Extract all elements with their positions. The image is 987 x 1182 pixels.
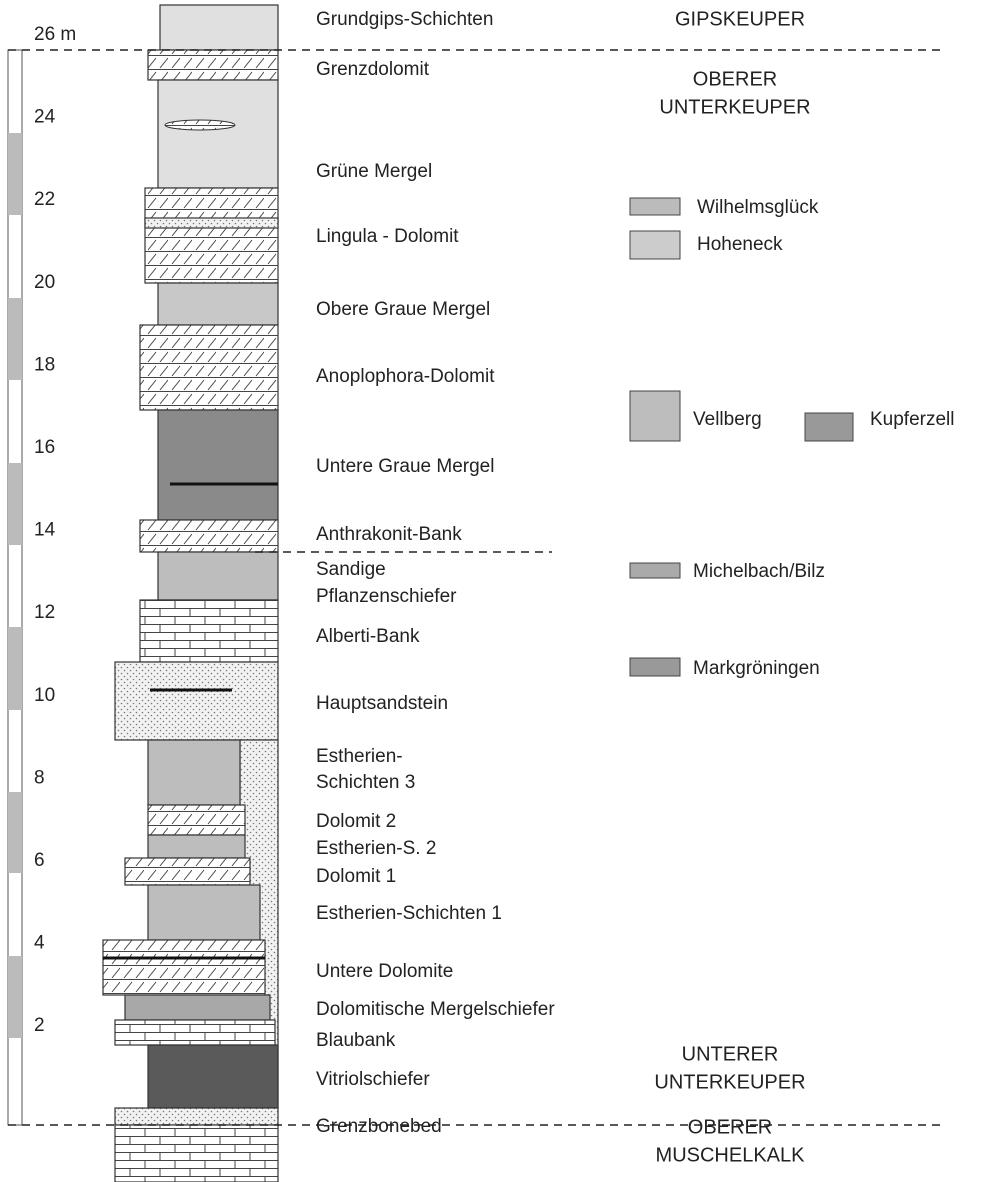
layer-label: Estherien- bbox=[316, 746, 403, 767]
scale-label: 4 bbox=[34, 933, 45, 954]
column bbox=[102, 4, 279, 1182]
layer-label: Grenzbonebed bbox=[316, 1116, 442, 1137]
layer-label: Grundgips-Schichten bbox=[316, 9, 493, 30]
boundaries bbox=[8, 49, 945, 1126]
layer-labels: Grundgips-Schichten Grenzdolomit Grüne M… bbox=[316, 9, 555, 1137]
scale-labels: 26 m 24 22 20 18 16 14 12 10 8 6 4 2 bbox=[34, 24, 76, 1036]
layer-label: Estherien-Schichten 1 bbox=[316, 903, 502, 924]
legend-label: Kupferzell bbox=[870, 409, 955, 430]
legend-label: Wilhelmsglück bbox=[697, 197, 819, 218]
legend: Wilhelmsglück Hoheneck Vellberg Kupferze… bbox=[629, 197, 955, 679]
layer-label: Vitriolschiefer bbox=[316, 1069, 430, 1090]
scale-label: 10 bbox=[34, 685, 55, 706]
layer-label: Untere Dolomite bbox=[316, 961, 453, 982]
layer-label: Anthrakonit-Bank bbox=[316, 524, 462, 545]
layer-label: Obere Graue Mergel bbox=[316, 299, 490, 320]
scale-label: 22 bbox=[34, 189, 55, 210]
layer-label: Hauptsandstein bbox=[316, 693, 448, 714]
legend-swatch bbox=[629, 562, 681, 579]
layer-label: Schichten 3 bbox=[316, 772, 415, 793]
scale-label: 8 bbox=[34, 767, 45, 788]
layer-label: Pflanzenschiefer bbox=[316, 586, 457, 607]
legend-label: Hoheneck bbox=[697, 234, 783, 255]
unit-label: GIPSKEUPER bbox=[675, 8, 805, 30]
scale-label: 18 bbox=[34, 354, 55, 375]
unit-label: OBERER bbox=[693, 68, 777, 90]
legend-swatch bbox=[629, 197, 681, 216]
scale-label: 12 bbox=[34, 602, 55, 623]
scale-label: 20 bbox=[34, 272, 55, 293]
unit-label: UNTERKEUPER bbox=[659, 96, 810, 118]
layer-label: Estherien-S. 2 bbox=[316, 838, 436, 859]
legend-swatch bbox=[629, 390, 681, 442]
legend-label: Markgröningen bbox=[693, 658, 820, 679]
unit-label: UNTERKEUPER bbox=[654, 1071, 805, 1093]
layer-label: Dolomit 1 bbox=[316, 866, 396, 887]
legend-swatch bbox=[804, 412, 854, 442]
layer-label: Grüne Mergel bbox=[316, 161, 432, 182]
scale-label: 14 bbox=[34, 520, 56, 541]
layer-label: Untere Graue Mergel bbox=[316, 456, 494, 477]
layer-label: Sandige bbox=[316, 559, 386, 580]
scale-label: 6 bbox=[34, 850, 45, 871]
layer-label: Alberti-Bank bbox=[316, 626, 420, 647]
unit-label: MUSCHELKALK bbox=[656, 1144, 806, 1166]
scale-label: 16 bbox=[34, 437, 55, 458]
scale-bar bbox=[7, 49, 23, 1126]
legend-swatch bbox=[629, 230, 681, 260]
legend-label: Vellberg bbox=[693, 409, 762, 430]
unit-labels: GIPSKEUPER OBERER UNTERKEUPER UNTERER UN… bbox=[654, 8, 810, 1166]
unit-label: OBERER bbox=[688, 1116, 772, 1138]
scale-label: 24 bbox=[34, 107, 56, 128]
layer-label: Dolomit 2 bbox=[316, 811, 396, 832]
legend-swatch bbox=[629, 657, 681, 677]
layer-label: Lingula - Dolomit bbox=[316, 226, 459, 247]
scale-label: 2 bbox=[34, 1015, 45, 1036]
layer-label: Dolomitische Mergelschiefer bbox=[316, 999, 555, 1020]
unit-label: UNTERER bbox=[682, 1043, 779, 1065]
layer-label: Blaubank bbox=[316, 1030, 396, 1051]
layer-label: Grenzdolomit bbox=[316, 59, 430, 80]
layer-label: Anoplophora-Dolomit bbox=[316, 366, 495, 387]
scale-label: 26 m bbox=[34, 24, 76, 45]
legend-label: Michelbach/Bilz bbox=[693, 561, 825, 582]
